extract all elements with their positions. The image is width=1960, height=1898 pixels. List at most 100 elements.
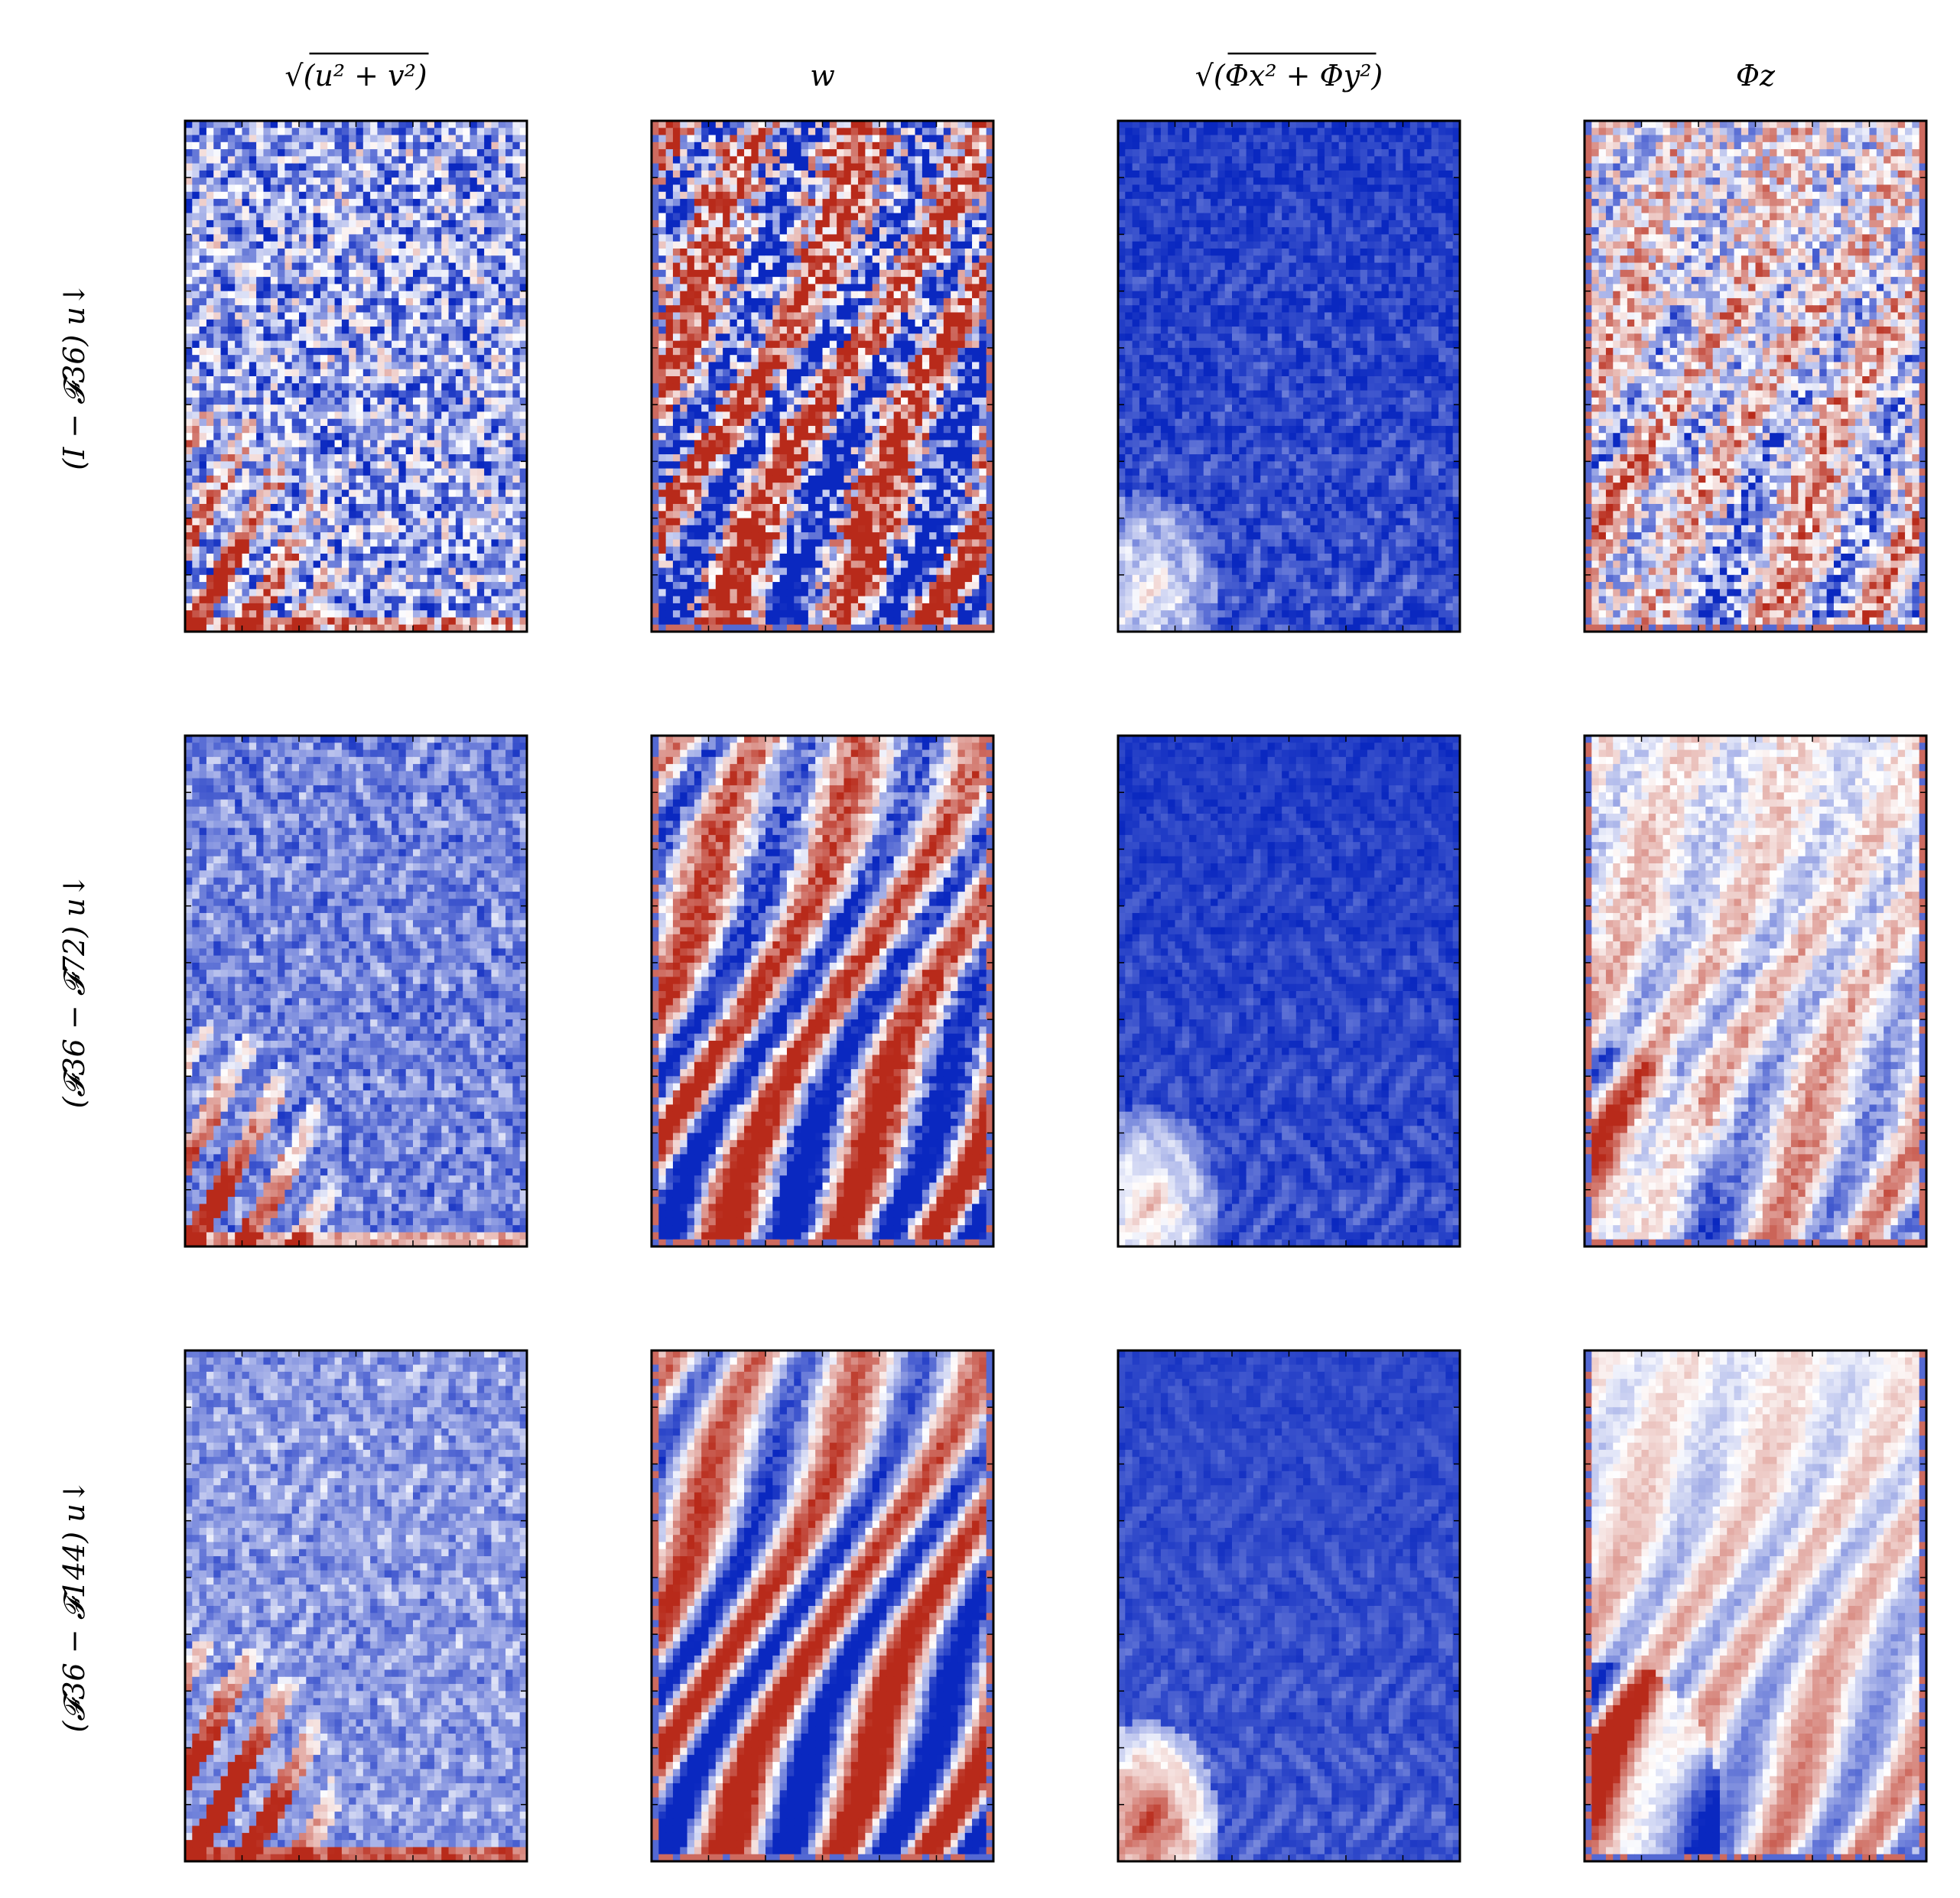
heatmap-cell <box>413 213 421 221</box>
heatmap-cell <box>356 376 364 384</box>
heatmap-cell <box>206 177 214 185</box>
heatmap-cell <box>306 518 314 526</box>
heatmap-cell <box>299 333 307 341</box>
heatmap-cell <box>320 589 328 596</box>
heatmap-cell <box>937 213 944 221</box>
heatmap-cell <box>420 489 427 497</box>
heatmap-cell <box>263 497 271 505</box>
heatmap-cell <box>449 419 457 427</box>
heatmap-cell <box>427 327 435 334</box>
heatmap-cell <box>263 525 271 533</box>
heatmap-cell <box>972 227 980 235</box>
heatmap-cell <box>420 320 427 327</box>
heatmap-cell <box>759 156 766 164</box>
heatmap-cell <box>512 518 520 526</box>
heatmap-cell <box>356 177 364 185</box>
heatmap-cell <box>420 525 427 533</box>
heatmap-cell <box>477 405 485 412</box>
heatmap-cell <box>420 270 427 278</box>
heatmap-cell <box>327 333 335 341</box>
heatmap-cell <box>242 419 250 427</box>
heatmap-cell <box>830 192 837 200</box>
heatmap-cell <box>200 617 207 625</box>
heatmap-cell <box>801 192 809 200</box>
heatmap-cell <box>851 234 859 242</box>
heatmap-cell <box>979 171 987 178</box>
heatmap-cell <box>292 206 300 213</box>
heatmap-cell <box>292 355 300 362</box>
heatmap-cell <box>512 270 520 278</box>
heatmap-cell <box>413 135 421 143</box>
heatmap-cell <box>894 135 902 143</box>
heatmap-cell <box>385 518 392 526</box>
heatmap-cell <box>491 135 499 143</box>
heatmap-cell <box>242 128 250 135</box>
heatmap-cell <box>263 369 271 377</box>
heatmap-cell <box>463 426 470 434</box>
heatmap-cell <box>505 164 513 171</box>
heatmap-cell <box>470 320 478 327</box>
heatmap-cell <box>370 213 378 221</box>
heatmap-cell <box>484 476 492 483</box>
heatmap-cell <box>363 213 371 221</box>
heatmap-cell <box>377 532 385 540</box>
heatmap-cell <box>392 284 399 291</box>
heatmap-cell <box>221 149 229 157</box>
heatmap-cell <box>235 298 242 306</box>
heatmap-cell <box>716 206 723 213</box>
heatmap-cell <box>299 440 307 448</box>
heatmap-cell <box>456 603 463 611</box>
heatmap-cell <box>823 234 830 242</box>
heatmap-cell <box>951 171 958 178</box>
heatmap-cell <box>320 135 328 143</box>
heatmap-cell <box>327 454 335 462</box>
heatmap-cell <box>271 596 278 604</box>
heatmap-cell <box>463 568 470 576</box>
heatmap-cell <box>342 213 349 221</box>
heatmap-cell <box>278 355 285 362</box>
heatmap-cell <box>456 405 463 412</box>
heatmap-cell <box>335 291 343 299</box>
heatmap-cell <box>385 603 392 611</box>
heatmap-cell <box>484 504 492 512</box>
heatmap-cell <box>477 554 485 561</box>
heatmap-cell <box>937 192 944 200</box>
heatmap-cell <box>327 185 335 193</box>
heatmap-cell <box>263 333 271 341</box>
heatmap-cell <box>449 518 457 526</box>
heatmap-cell <box>228 242 236 249</box>
heatmap-cell <box>413 333 421 341</box>
heatmap-cell <box>256 270 264 278</box>
heatmap-cell <box>385 575 392 583</box>
heatmap-cell <box>335 489 343 497</box>
heatmap-cell <box>327 369 335 377</box>
heatmap-cell <box>823 142 830 150</box>
heatmap-cell <box>680 149 687 157</box>
heatmap-cell <box>299 525 307 533</box>
heatmap-cell <box>314 461 321 469</box>
heatmap-cell <box>491 532 499 540</box>
heatmap-cell <box>213 483 221 490</box>
heatmap-cell <box>886 199 894 206</box>
heatmap-cell <box>314 341 321 349</box>
heatmap-cell <box>427 263 435 271</box>
heatmap-cell <box>306 227 314 235</box>
heatmap-cell <box>299 483 307 490</box>
heatmap-cell <box>242 362 250 369</box>
heatmap-cell <box>470 461 478 469</box>
heatmap-cell <box>499 568 506 576</box>
heatmap-cell <box>406 447 414 455</box>
heatmap-cell <box>406 461 414 469</box>
heatmap-cell <box>929 220 937 228</box>
heatmap-cell <box>392 476 399 483</box>
heatmap-cell <box>278 341 285 349</box>
heatmap-cell <box>737 206 745 213</box>
heatmap-cell <box>687 177 695 185</box>
heatmap-cell <box>370 398 378 405</box>
heatmap-cell <box>192 156 200 164</box>
heatmap-cell <box>957 135 965 143</box>
heatmap-cell <box>335 554 343 561</box>
heatmap-cell <box>349 582 356 590</box>
heatmap-cell <box>441 327 449 334</box>
heatmap-cell <box>477 313 485 320</box>
